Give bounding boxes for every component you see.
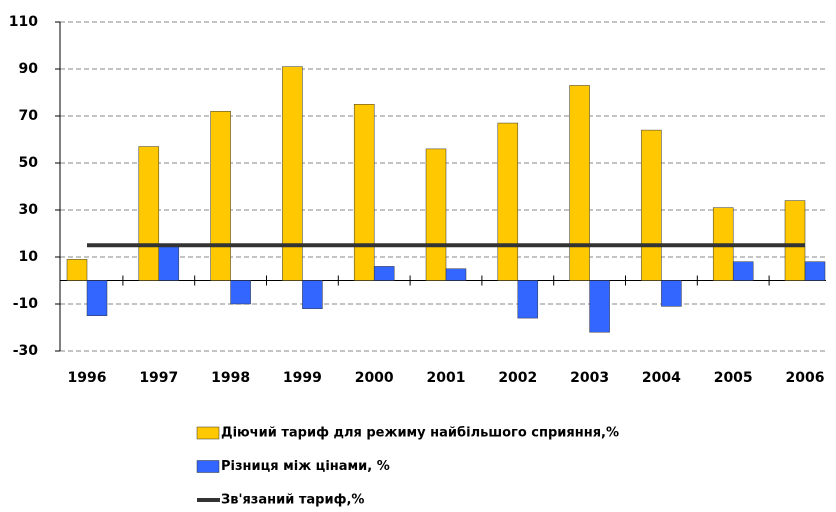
bar bbox=[230, 280, 251, 305]
y-tick-label: 50 bbox=[19, 155, 39, 171]
bar bbox=[302, 280, 323, 309]
y-tick-label: 110 bbox=[9, 14, 38, 30]
bar bbox=[804, 261, 826, 281]
x-tick-label: 1997 bbox=[139, 370, 178, 386]
bar bbox=[784, 200, 806, 281]
legend-label: Зв'язаний тариф,% bbox=[221, 493, 364, 508]
bar bbox=[589, 280, 610, 333]
x-tick-label: 1998 bbox=[211, 370, 250, 386]
x-tick-label: 2004 bbox=[642, 370, 681, 386]
bar bbox=[569, 85, 590, 281]
x-tick-label: 2001 bbox=[427, 370, 466, 386]
y-tick-label: 10 bbox=[19, 249, 39, 265]
bar bbox=[445, 268, 467, 281]
bar bbox=[732, 261, 754, 281]
x-tick-label: 1996 bbox=[68, 370, 107, 386]
x-tick-label: 2002 bbox=[498, 370, 537, 386]
y-tick-label: 90 bbox=[19, 61, 39, 77]
bar bbox=[158, 245, 180, 281]
bar bbox=[497, 122, 519, 281]
y-tick-label: -30 bbox=[13, 343, 39, 359]
bar bbox=[373, 266, 395, 281]
legend-label: Різниця між цінами, % bbox=[221, 459, 390, 474]
bar bbox=[86, 280, 108, 316]
legend-label: Діючий тариф для режиму найбільшого спри… bbox=[221, 426, 619, 441]
x-tick-label: 2003 bbox=[570, 370, 609, 386]
x-tick-label: 2005 bbox=[714, 370, 753, 386]
bar bbox=[641, 129, 662, 281]
bar bbox=[138, 146, 160, 281]
x-tick-label: 2000 bbox=[355, 370, 394, 386]
bar bbox=[210, 111, 231, 281]
x-tick-label: 2006 bbox=[786, 370, 825, 386]
bar bbox=[661, 280, 682, 307]
bar bbox=[66, 259, 88, 281]
bar bbox=[353, 104, 375, 281]
bar bbox=[517, 280, 539, 319]
legend-swatch bbox=[196, 426, 220, 440]
bar bbox=[282, 66, 303, 281]
y-tick-label: -10 bbox=[13, 296, 39, 312]
y-tick-label: 30 bbox=[19, 202, 39, 218]
x-tick-label: 1999 bbox=[283, 370, 322, 386]
y-tick-label: 70 bbox=[19, 108, 39, 124]
legend-swatch bbox=[196, 460, 220, 473]
bar bbox=[425, 148, 447, 281]
